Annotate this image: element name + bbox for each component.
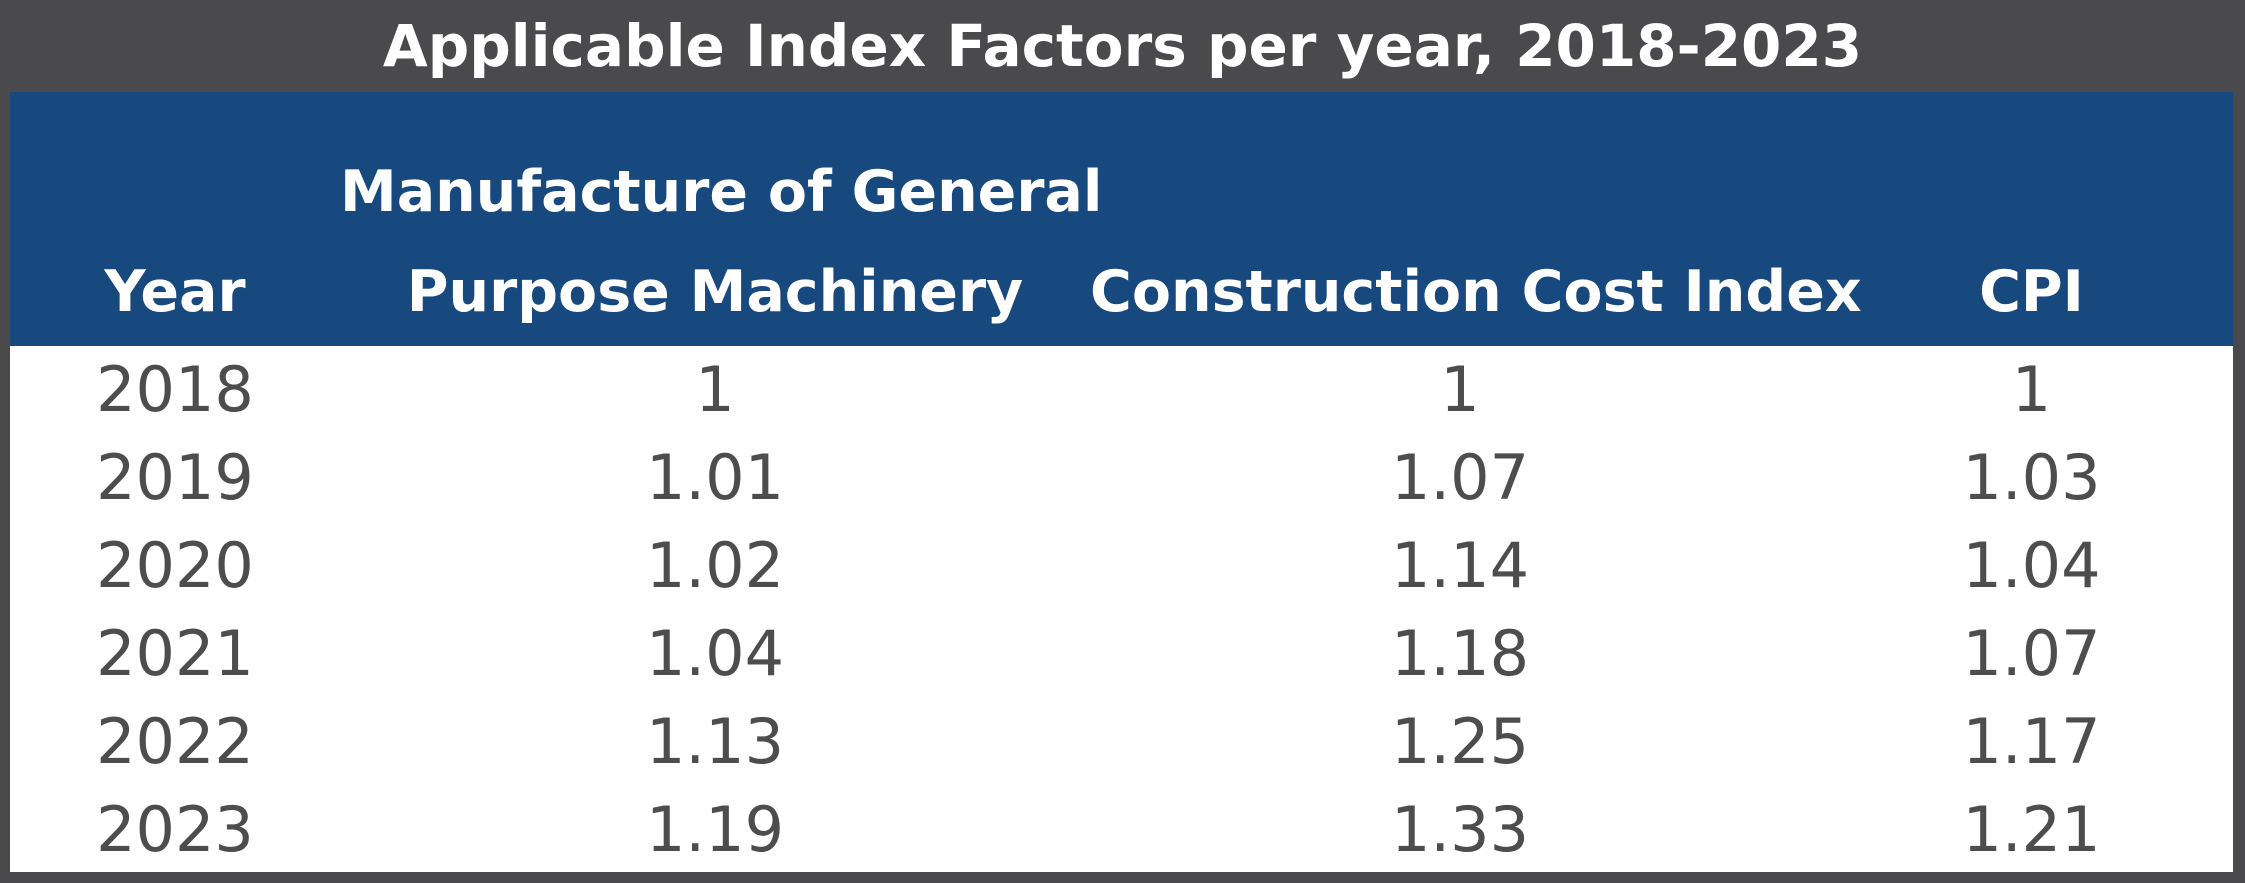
table-cell: 2020 (96, 529, 254, 602)
table-cell: 1.21 (1962, 793, 2101, 866)
table-cell: 1.13 (645, 705, 785, 778)
table-row: 2022 1.13 1.25 1.17 (10, 698, 2233, 786)
column-header-1: Manufacture of General Purpose Machinery (340, 142, 1103, 342)
table-cell: 1.01 (645, 441, 785, 514)
table-cell: 1.33 (1390, 793, 1530, 866)
column-header-0-line-0: Year (104, 259, 246, 325)
table-cell: 2019 (96, 441, 254, 514)
table-row: 2021 1.04 1.18 1.07 (10, 610, 2233, 698)
table-cell: 2021 (96, 617, 254, 690)
table-cell: 1.17 (1962, 705, 2101, 778)
column-header-1-line-1: Purpose Machinery (406, 259, 1024, 325)
table-cell: 1.25 (1390, 705, 1530, 778)
table-row: 2023 1.19 1.33 1.21 (10, 786, 2233, 874)
table-cell: 1.19 (645, 793, 785, 866)
table-title: Applicable Index Factors per year, 2018-… (382, 12, 1863, 80)
table-cell: 2018 (96, 353, 254, 426)
table-cell: 1.04 (645, 617, 785, 690)
table-cell: 1.18 (1390, 617, 1530, 690)
table-cell: 1 (1440, 353, 1480, 426)
column-header-0: Year (10, 242, 340, 342)
table-cell: 1.03 (1962, 441, 2101, 514)
data-table: Year Manufacture of General Purpose Machin… (10, 92, 2233, 872)
table-cell: 1.02 (645, 529, 785, 602)
table-cell: 2023 (96, 793, 254, 866)
table-cell: 1.14 (1390, 529, 1530, 602)
table-row: 2018 1 1 1 (10, 346, 2233, 434)
column-header-3: CPI (1830, 242, 2233, 342)
table-header: Year Manufacture of General Purpose Machin… (10, 92, 2233, 346)
table-row: 2020 1.02 1.14 1.04 (10, 522, 2233, 610)
column-header-2-line-0: Construction Cost Index (1090, 259, 1862, 325)
column-header-3-line-0: CPI (1979, 259, 2084, 325)
table-cell: 1 (2011, 353, 2052, 426)
table-cell: 1.04 (1962, 529, 2101, 602)
table-cell: 1.07 (1962, 617, 2101, 690)
table-cell: 1.07 (1390, 441, 1530, 514)
column-header-1-line-0: Manufacture of General (340, 159, 1103, 225)
table-row: 2019 1.01 1.07 1.03 (10, 434, 2233, 522)
column-header-2: Construction Cost Index (1090, 242, 1862, 342)
table-cell: 1 (695, 353, 735, 426)
table-cell: 2022 (96, 705, 254, 778)
